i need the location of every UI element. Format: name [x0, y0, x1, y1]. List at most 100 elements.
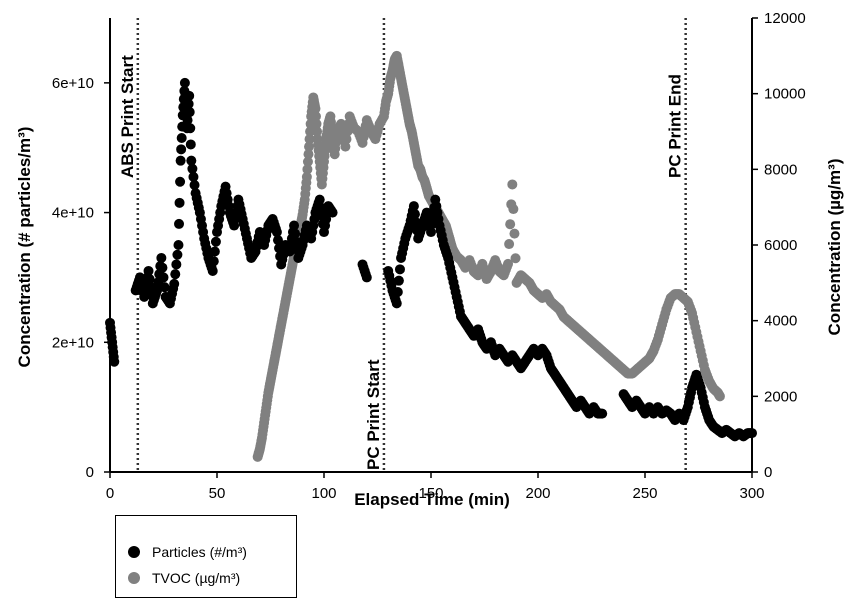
- data-point: [169, 278, 180, 289]
- data-point: [184, 107, 195, 118]
- event-lines: [136, 18, 687, 472]
- data-point: [393, 275, 404, 286]
- y-right-tick-label: 6000: [764, 237, 797, 254]
- data-point: [173, 240, 184, 250]
- data-point: [305, 126, 316, 137]
- data-point: [157, 262, 168, 273]
- data-point: [314, 194, 325, 205]
- data-point: [171, 259, 182, 270]
- data-point: [183, 98, 194, 109]
- data-point: [310, 111, 321, 122]
- legend-item-particles: Particles (#/m³): [128, 544, 247, 560]
- data-point: [408, 201, 419, 212]
- x-tick-label: 200: [525, 485, 550, 502]
- legend: Particles (#/m³) TVOC (µg/m³): [115, 515, 297, 598]
- data-point: [327, 207, 338, 218]
- data-point: [152, 285, 163, 296]
- y-right-tick-label: 2000: [764, 388, 797, 405]
- data-point: [312, 126, 323, 137]
- data-point: [207, 265, 218, 276]
- data-point: [272, 235, 283, 246]
- data-point: [184, 90, 195, 101]
- data-point: [187, 163, 198, 174]
- data-point: [311, 118, 322, 129]
- y-right-tick-label: 4000: [764, 313, 797, 330]
- data-point: [510, 253, 521, 264]
- data-point: [289, 220, 300, 231]
- data-point: [186, 155, 197, 166]
- data-point: [174, 197, 185, 208]
- event-label: ABS Print Start: [118, 55, 137, 178]
- tvoc-series: [252, 50, 725, 462]
- annotations: ABS Print Start PC Print Start PC Print En…: [118, 55, 685, 470]
- data-point: [340, 141, 351, 152]
- data-point: [394, 264, 405, 275]
- data-point: [185, 123, 196, 134]
- data-point: [290, 228, 301, 239]
- y-left-tick-label: 0: [86, 464, 94, 481]
- x-tick-label: 100: [311, 485, 336, 502]
- data-point: [271, 227, 282, 238]
- data-point: [508, 204, 519, 215]
- data-point: [182, 115, 193, 126]
- data-point: [188, 171, 199, 182]
- y-axis-right-label: Concentration (µg/m³): [825, 159, 844, 336]
- x-axis-label: Elapsed Time (min): [354, 490, 510, 509]
- tvoc-marker-icon: [128, 572, 140, 584]
- y-left-tick-label: 2e+10: [52, 334, 94, 351]
- data-point: [209, 246, 220, 257]
- y-axis-left-label: Concentration (# particles/m³): [15, 127, 34, 368]
- data-point: [302, 156, 313, 167]
- data-point: [170, 269, 181, 280]
- data-point: [304, 134, 315, 145]
- data-point: [503, 258, 514, 269]
- x-tick-label: 300: [739, 485, 764, 502]
- data-point: [176, 132, 187, 143]
- data-point: [159, 282, 170, 293]
- data-point: [210, 236, 221, 247]
- legend-label-tvoc: TVOC (µg/m³): [152, 570, 241, 586]
- data-point: [509, 228, 520, 239]
- data-point: [175, 176, 186, 187]
- y-right-tick-label: 8000: [764, 161, 797, 178]
- data-point: [714, 391, 725, 402]
- legend-label-particles: Particles (#/m³): [152, 544, 247, 560]
- data-point: [310, 103, 321, 114]
- particles-series: [105, 77, 757, 442]
- data-point: [304, 141, 315, 152]
- data-point: [185, 139, 196, 150]
- data-point: [391, 298, 402, 309]
- data-point: [179, 77, 190, 88]
- y-left-tick-label: 6e+10: [52, 75, 94, 92]
- event-label: PC Print End: [666, 74, 685, 178]
- data-point: [361, 272, 372, 283]
- data-point: [143, 265, 154, 276]
- x-tick-label: 250: [632, 485, 657, 502]
- tick-labels: 0 50 100 150 200 250 30002e+104e+106e+10020004…: [52, 10, 806, 502]
- legend-item-tvoc: TVOC (µg/m³): [128, 570, 240, 586]
- data-point: [409, 209, 420, 220]
- x-tick-label: 150: [418, 485, 443, 502]
- data-point: [301, 171, 312, 182]
- data-point: [302, 164, 313, 175]
- particles-marker-icon: [128, 546, 140, 558]
- y-right-tick-label: 0: [764, 464, 772, 481]
- data-point: [172, 249, 183, 260]
- data-point: [505, 219, 516, 230]
- x-tick-label: 0: [106, 485, 114, 502]
- event-label: PC Print Start: [364, 359, 383, 470]
- y-left-tick-label: 4e+10: [52, 205, 94, 222]
- data-point: [507, 179, 518, 190]
- y-right-tick-label: 10000: [764, 86, 806, 103]
- data-point: [341, 134, 352, 145]
- data-point: [597, 408, 608, 419]
- data-point: [174, 218, 185, 229]
- data-point: [144, 274, 155, 285]
- chart: 0 50 100 150 200 250 30002e+104e+106e+10020004…: [15, 10, 844, 509]
- x-tick-label: 50: [209, 485, 226, 502]
- data-point: [158, 272, 169, 283]
- data-point: [426, 227, 436, 238]
- data-point: [208, 256, 219, 267]
- data-point: [109, 356, 120, 367]
- data-point: [176, 144, 187, 155]
